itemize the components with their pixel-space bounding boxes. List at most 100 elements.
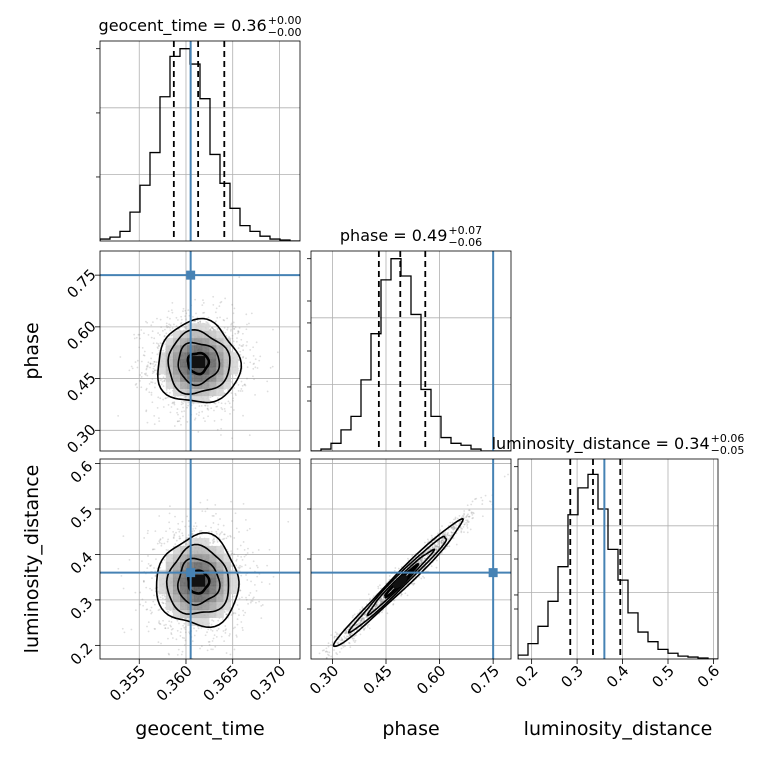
density-cell [230,577,239,587]
density-cell [201,337,210,346]
density-cell [180,337,188,346]
diag-title-phase: phase = 0.49 +0.07−0.06 [340,224,482,249]
density-cell [208,388,217,397]
density-cell [180,359,188,368]
density-cell [165,359,174,368]
diag-panel-geocent_time: geocent_time = 0.36 +0.00−0.00 [96,14,302,242]
contour-line [155,532,240,629]
density-cell [172,359,181,368]
contour-line [176,557,221,606]
x-tick-label: 0.45 [360,662,396,698]
truth-marker [488,568,498,578]
density-cell [194,330,203,339]
density-cell [208,337,217,346]
density-cell [194,395,203,404]
density-cell [208,593,217,603]
density-cell [208,330,217,339]
x-tick-label: 0.370 [246,662,289,705]
density-cell [180,388,188,397]
x-axis-label-geocent_time: geocent_time [135,718,264,740]
density-cell [223,337,232,346]
density-cell [201,593,210,603]
density-cell [172,593,181,603]
x-axis-label-luminosity_distance: luminosity_distance [524,718,713,740]
density-cell [201,537,210,547]
density-cell [165,381,174,389]
density-cell [201,381,210,389]
density-cell [208,609,217,619]
x-tick-label: 0.6 [694,662,724,692]
density-cell [216,569,224,579]
diag-panel-luminosity_distance: luminosity_distance = 0.34 +0.06−0.05 [492,432,745,660]
x-tick-label: 0.4 [603,662,633,692]
density-cell [158,352,167,360]
density-peak [393,575,408,589]
density-cell [201,553,210,563]
density-cell [216,337,224,346]
density-cell [223,561,232,571]
density-cell [194,585,203,595]
title-lower: −0.00 [268,26,302,39]
density-cell [180,569,188,579]
density-cell [223,585,232,595]
density-cell [201,601,210,611]
density-cell [208,577,217,587]
contour-line [347,535,448,634]
density-cell [172,344,181,353]
density-cell [194,366,203,375]
density-cell [172,381,181,389]
title-lower: −0.05 [711,444,745,457]
density-cell [216,601,224,611]
diag-title-geocent_time: geocent_time = 0.36 +0.00−0.00 [99,14,302,39]
truth-marker [186,270,196,280]
density-cell [172,553,181,563]
panel-geocent_time-vs-phase [99,250,301,452]
y-tick-label: 0.2 [67,639,97,669]
density-cell [180,601,188,611]
x-tick-label: 0.360 [153,662,196,705]
density-cell [172,577,181,587]
density-cell [172,609,181,619]
title-text: phase = 0.49 [340,226,447,245]
density-cell [180,366,188,375]
contour-line [167,328,231,396]
title-upper: +0.00 [268,14,302,27]
contour-line [156,317,243,404]
density-cell [194,344,203,353]
contour-line [177,341,221,387]
density-cell [216,373,224,382]
density-cell [172,585,181,595]
density-cell [165,601,174,611]
contour-line [186,351,211,376]
density-cell [201,561,210,571]
x-tick-label: 0.355 [106,662,149,705]
density-cell [158,569,167,579]
density-cell [194,337,203,346]
density-cell [194,609,203,619]
density-cell [165,553,174,563]
density-cell [216,545,224,555]
contour-line [366,548,436,617]
title-lower: −0.06 [448,236,482,249]
density-cell [230,359,239,368]
title-upper: +0.06 [711,432,745,445]
density-cell [180,553,188,563]
title-text: luminosity_distance = 0.34 [492,434,710,454]
density-cell [172,388,181,397]
density-cell [194,569,203,579]
diag-title-luminosity_distance: luminosity_distance = 0.34 +0.06−0.05 [492,432,745,457]
density-cell [180,352,188,360]
y-tick-label: 0.3 [67,594,97,624]
density-cell [201,373,210,382]
contour-line [332,517,464,648]
density-cell [223,359,232,368]
density-cell [216,388,224,397]
density-cell [194,593,203,603]
y-axis-label-phase: phase [21,322,43,379]
density-cell [201,323,210,331]
density-cell [158,359,167,368]
density-cell [216,609,224,619]
truth-marker [186,568,196,578]
density-cell [165,577,174,587]
density-cell [194,617,203,626]
